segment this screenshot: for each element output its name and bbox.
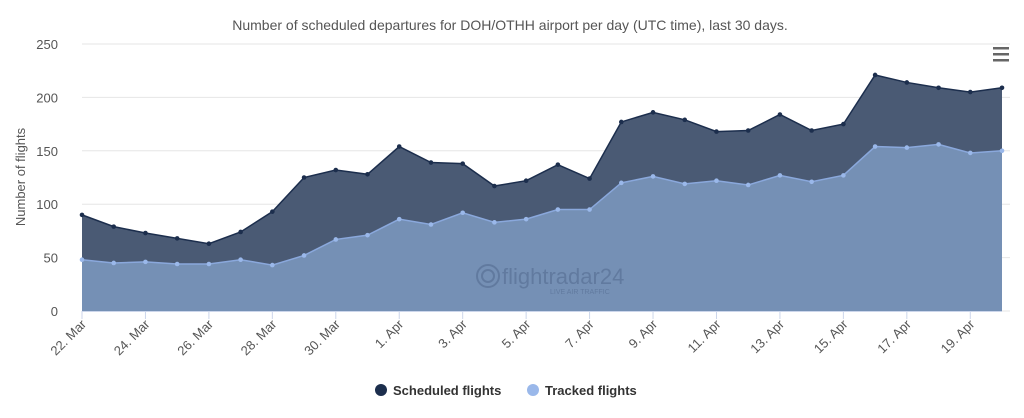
data-point[interactable] — [714, 178, 719, 184]
chart-title: Number of scheduled departures for DOH/O… — [232, 17, 788, 33]
data-point[interactable] — [999, 85, 1005, 91]
data-point[interactable] — [936, 142, 941, 147]
data-point[interactable] — [523, 216, 529, 222]
data-point[interactable] — [999, 148, 1005, 154]
data-point[interactable] — [460, 210, 465, 216]
series-line-tracked — [81, 143, 1003, 266]
x-tick-label: 28. Mar — [238, 316, 280, 358]
svg-text:flightradar24: flightradar24 — [502, 264, 624, 289]
y-tick-label: 50 — [44, 251, 58, 266]
data-point[interactable] — [777, 173, 783, 178]
data-point[interactable] — [619, 119, 624, 125]
legend-label: Tracked flights — [545, 383, 637, 398]
legend-marker — [527, 384, 539, 396]
data-point[interactable] — [841, 173, 846, 178]
data-point[interactable] — [555, 207, 561, 212]
data-point[interactable] — [333, 167, 339, 173]
x-tick-label: 17. Apr — [874, 316, 914, 356]
data-point[interactable] — [333, 237, 339, 242]
hamburger-menu-icon[interactable] — [988, 42, 1014, 66]
x-tick-label: 13. Apr — [747, 316, 787, 356]
y-tick-label: 0 — [51, 304, 58, 319]
data-point[interactable] — [79, 257, 85, 263]
data-point[interactable] — [650, 110, 656, 115]
svg-text:LIVE AIR TRAFFIC: LIVE AIR TRAFFIC — [550, 289, 610, 296]
x-tick-label: 15. Apr — [811, 316, 851, 356]
data-point[interactable] — [587, 176, 592, 181]
x-tick-label: 5. Apr — [499, 316, 534, 351]
data-point[interactable] — [174, 261, 180, 267]
data-point[interactable] — [904, 80, 910, 85]
legend-label: Scheduled flights — [393, 383, 501, 398]
data-point[interactable] — [650, 174, 656, 179]
data-point[interactable] — [777, 112, 783, 117]
data-point[interactable] — [270, 262, 275, 268]
data-point[interactable] — [682, 181, 688, 187]
data-point[interactable] — [523, 178, 529, 184]
y-tick-label: 250 — [36, 37, 58, 52]
data-point[interactable] — [809, 179, 814, 185]
data-point[interactable] — [682, 117, 688, 123]
data-point[interactable] — [745, 182, 751, 188]
data-point[interactable] — [714, 129, 719, 134]
data-point[interactable] — [492, 183, 497, 189]
y-tick-label: 100 — [36, 197, 58, 212]
data-point[interactable] — [301, 175, 307, 180]
data-point[interactable] — [904, 145, 910, 150]
x-tick-label: 19. Apr — [938, 316, 978, 356]
x-tick-label: 24. Mar — [111, 316, 153, 358]
data-point[interactable] — [111, 224, 117, 229]
data-point[interactable] — [555, 162, 561, 167]
x-tick-label: 3. Apr — [435, 316, 470, 351]
data-point[interactable] — [143, 230, 148, 236]
data-point[interactable] — [238, 229, 243, 235]
data-point[interactable] — [967, 150, 973, 156]
data-point[interactable] — [270, 209, 275, 214]
x-tick-label: 1. Apr — [372, 316, 407, 351]
legend-item-tracked[interactable]: Tracked flights — [527, 383, 637, 398]
x-tick-label: 22. Mar — [47, 316, 89, 358]
data-point[interactable] — [460, 161, 465, 166]
data-point[interactable] — [206, 261, 212, 267]
data-point[interactable] — [396, 216, 402, 222]
series-line-scheduled — [81, 74, 1003, 245]
data-point[interactable] — [365, 232, 370, 238]
data-point[interactable] — [396, 144, 402, 149]
x-tick-label: 26. Mar — [174, 316, 216, 358]
data-point[interactable] — [365, 171, 370, 177]
data-point[interactable] — [428, 160, 434, 165]
data-point[interactable] — [872, 72, 878, 78]
data-point[interactable] — [809, 128, 814, 133]
data-point[interactable] — [238, 257, 243, 263]
area-tracked — [82, 144, 1002, 311]
x-tick-label: 30. Mar — [301, 316, 343, 358]
y-tick-label: 150 — [36, 144, 58, 159]
data-point[interactable] — [872, 144, 878, 149]
data-point[interactable] — [492, 220, 497, 225]
x-tick-label: 9. Apr — [626, 316, 661, 351]
flightradar24-watermark: flightradar24 LIVE AIR TRAFFIC — [476, 264, 624, 296]
data-point[interactable] — [428, 222, 434, 227]
x-tick-label: 11. Apr — [685, 316, 725, 356]
data-point[interactable] — [967, 89, 973, 95]
data-point[interactable] — [174, 236, 180, 241]
data-point[interactable] — [111, 260, 117, 266]
data-point[interactable] — [301, 253, 307, 258]
data-point[interactable] — [619, 180, 624, 186]
y-axis-label: Number of flights — [13, 127, 28, 226]
data-point[interactable] — [206, 241, 212, 247]
data-point[interactable] — [841, 121, 846, 127]
legend-marker — [375, 384, 387, 396]
data-point[interactable] — [79, 212, 85, 218]
data-point[interactable] — [587, 207, 592, 212]
legend-item-scheduled[interactable]: Scheduled flights — [375, 383, 501, 398]
data-point[interactable] — [936, 85, 941, 91]
data-point[interactable] — [143, 259, 148, 265]
y-tick-label: 200 — [36, 90, 58, 105]
x-tick-label: 7. Apr — [562, 316, 597, 351]
data-point[interactable] — [745, 128, 751, 133]
